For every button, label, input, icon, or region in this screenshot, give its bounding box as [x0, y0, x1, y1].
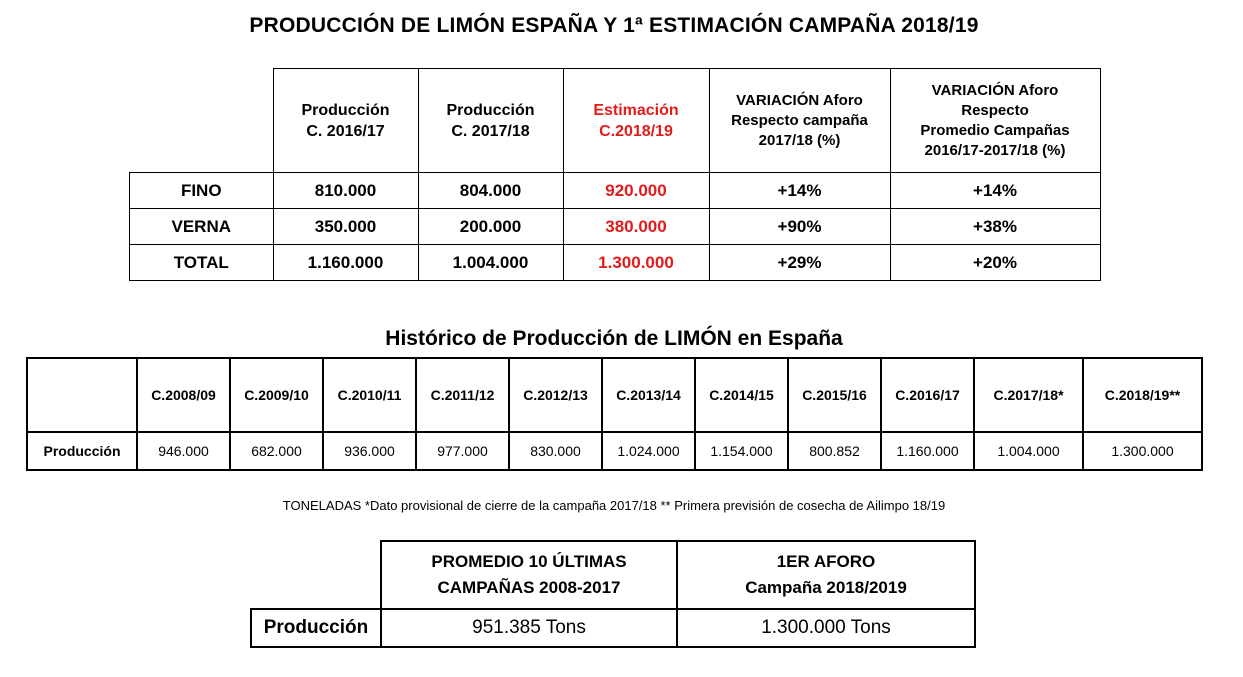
header-cell: C.2017/18*	[973, 357, 1084, 433]
table-cell: 830.000	[508, 431, 603, 471]
table-row: VERNA 350.000 200.000 380.000 +90% +38%	[129, 208, 1101, 245]
table-row: FINO 810.000 804.000 920.000 +14% +14%	[129, 172, 1101, 209]
header-blank-cell	[251, 541, 382, 610]
table-cell: 951.385 Tons	[380, 608, 678, 648]
header-cell: C.2016/17	[880, 357, 975, 433]
table-cell: 350.000	[272, 208, 419, 245]
header-cell-variation-average: VARIACIÓN Aforo Respecto Promedio Campañas…	[889, 68, 1101, 173]
row-label: FINO	[129, 172, 274, 209]
table-cell: 804.000	[417, 172, 564, 209]
table-cell: 1.300.000	[1082, 431, 1203, 471]
history-table: C.2008/09 C.2009/10 C.2010/11 C.2011/12 …	[26, 357, 1203, 471]
header-cell: C.2015/16	[787, 357, 882, 433]
header-cell: C.2009/10	[229, 357, 324, 433]
production-estimate-table: Producción C. 2016/17 Producción C. 2017/1…	[129, 68, 1101, 281]
header-cell-variation: VARIACIÓN Aforo Respecto campaña 2017/18 (…	[708, 68, 891, 173]
table-header-row: C.2008/09 C.2009/10 C.2010/11 C.2011/12 …	[26, 357, 1203, 433]
row-label: TOTAL	[129, 244, 274, 281]
table-cell: 1.160.000	[272, 244, 419, 281]
header-cell: C.2010/11	[322, 357, 417, 433]
row-label: Producción	[26, 431, 138, 471]
table-header-row: Producción C. 2016/17 Producción C. 2017/1…	[129, 68, 1101, 173]
row-label: Producción	[250, 608, 382, 648]
table-header-row: PROMEDIO 10 ÚLTIMAS CAMPAÑAS 2008-2017 1E…	[251, 540, 976, 610]
table-cell: +38%	[889, 208, 1101, 245]
footnote: TONELADAS *Dato provisional de cierre de…	[282, 498, 946, 513]
table-cell: 1.154.000	[694, 431, 789, 471]
table-cell: 936.000	[322, 431, 417, 471]
table-cell: 1.004.000	[417, 244, 564, 281]
table-row: Producción 951.385 Tons 1.300.000 Tons	[250, 608, 976, 648]
header-cell: C.2012/13	[508, 357, 603, 433]
table-cell-estimate: 920.000	[562, 172, 710, 209]
table-cell: 810.000	[272, 172, 419, 209]
table-cell: 682.000	[229, 431, 324, 471]
row-label: VERNA	[129, 208, 274, 245]
header-blank-cell	[26, 357, 138, 433]
table-cell: 1.024.000	[601, 431, 696, 471]
table-cell: 1.004.000	[973, 431, 1084, 471]
table-cell: +14%	[889, 172, 1101, 209]
table-cell: 977.000	[415, 431, 510, 471]
table-row: Producción 946.000 682.000 936.000 977.0…	[26, 431, 1203, 471]
header-cell-average: PROMEDIO 10 ÚLTIMAS CAMPAÑAS 2008-2017	[380, 540, 678, 610]
header-cell-first-estimate: 1ER AFORO Campaña 2018/2019	[676, 540, 976, 610]
table-cell: 1.300.000 Tons	[676, 608, 976, 648]
page-title: PRODUCCIÓN DE LIMÓN ESPAÑA Y 1ª ESTIMACI…	[249, 14, 979, 37]
table-cell: +90%	[708, 208, 891, 245]
header-blank-cell	[129, 68, 274, 173]
table-cell: 200.000	[417, 208, 564, 245]
table-row: TOTAL 1.160.000 1.004.000 1.300.000 +29%…	[129, 244, 1101, 281]
header-cell: C.2011/12	[415, 357, 510, 433]
table-cell: 800.852	[787, 431, 882, 471]
header-cell: C.2014/15	[694, 357, 789, 433]
history-title: Histórico de Producción de LIMÓN en Espa…	[385, 327, 843, 350]
table-cell: 1.160.000	[880, 431, 975, 471]
table-cell-estimate: 1.300.000	[562, 244, 710, 281]
average-comparison-table: PROMEDIO 10 ÚLTIMAS CAMPAÑAS 2008-2017 1E…	[250, 540, 976, 648]
table-cell: 946.000	[136, 431, 231, 471]
header-cell: Producción C. 2017/18	[417, 68, 564, 173]
table-cell-estimate: 380.000	[562, 208, 710, 245]
header-cell: C.2013/14	[601, 357, 696, 433]
table-cell: +29%	[708, 244, 891, 281]
header-cell: C.2018/19**	[1082, 357, 1203, 433]
header-cell: C.2008/09	[136, 357, 231, 433]
table-cell: +14%	[708, 172, 891, 209]
header-cell-estimate: Estimación C.2018/19	[562, 68, 710, 173]
header-cell: Producción C. 2016/17	[272, 68, 419, 173]
table-cell: +20%	[889, 244, 1101, 281]
